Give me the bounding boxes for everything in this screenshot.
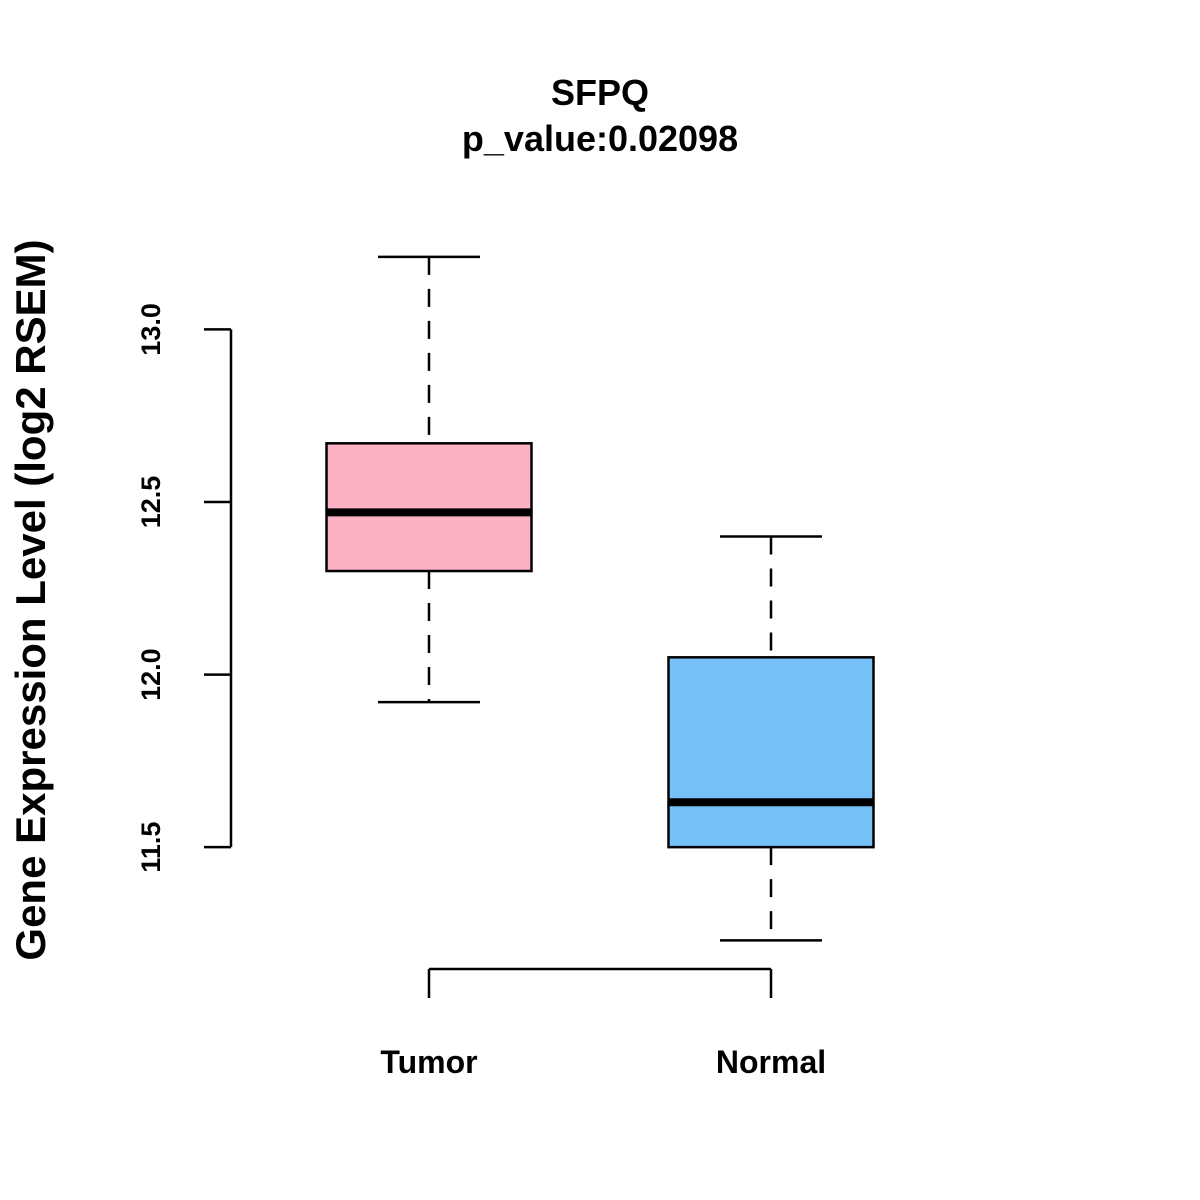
- y-axis: 11.5 12.0 12.5 13.0: [136, 303, 233, 873]
- box-normal: [667, 535, 875, 942]
- y-tick-label: 12.0: [136, 648, 166, 701]
- x-axis: Tumor Normal: [380, 967, 826, 1080]
- y-tick-label: 13.0: [136, 303, 166, 356]
- y-tick-label: 11.5: [136, 822, 166, 873]
- y-tick-label: 12.5: [136, 476, 166, 529]
- iqr-box: [325, 442, 533, 573]
- chart-title: SFPQ: [551, 72, 649, 113]
- chart-subtitle: p_value:0.02098: [462, 118, 738, 159]
- x-tick-label: Tumor: [380, 1044, 477, 1080]
- x-tick-label: Normal: [716, 1044, 826, 1080]
- iqr-box: [667, 656, 875, 849]
- box-tumor: [325, 255, 533, 704]
- y-axis-label: Gene Expression Level (log2 RSEM): [7, 239, 54, 960]
- boxes: [325, 255, 875, 942]
